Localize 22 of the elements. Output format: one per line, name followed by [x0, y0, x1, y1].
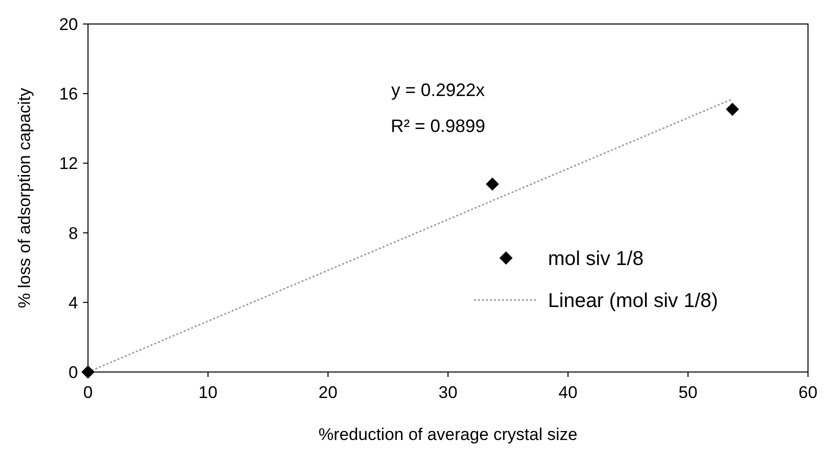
- annotation: R² = 0.9899: [390, 116, 486, 136]
- y-tick-label: 12: [59, 154, 78, 174]
- point: [81, 365, 95, 379]
- x-tick-label: 30: [438, 383, 458, 402]
- point: [726, 102, 739, 116]
- legend-label: mol siv 1/8: [548, 248, 644, 270]
- y-tick-label: 16: [59, 84, 78, 104]
- y-tick-label: 20: [59, 14, 78, 34]
- x-tick-label: 0: [83, 383, 93, 402]
- x-tick-label: 20: [318, 383, 338, 402]
- y-tick-label: 0: [68, 362, 78, 382]
- point: [486, 178, 499, 191]
- legend-label: Linear (mol siv 1/8): [548, 290, 718, 312]
- y-axis-title: % loss of adsorption capacity: [15, 87, 34, 308]
- x-tick-label: 40: [558, 383, 578, 402]
- y-tick-label: 4: [68, 293, 78, 312]
- x-tick-label: 10: [198, 383, 218, 402]
- y-tick-label: 8: [68, 224, 78, 243]
- x-axis-title: %reduction of average crystal size: [318, 425, 578, 444]
- annotation: y = 0.2922x: [391, 80, 485, 100]
- x-tick-label: 60: [798, 383, 818, 402]
- x-tick-label: 50: [678, 383, 698, 402]
